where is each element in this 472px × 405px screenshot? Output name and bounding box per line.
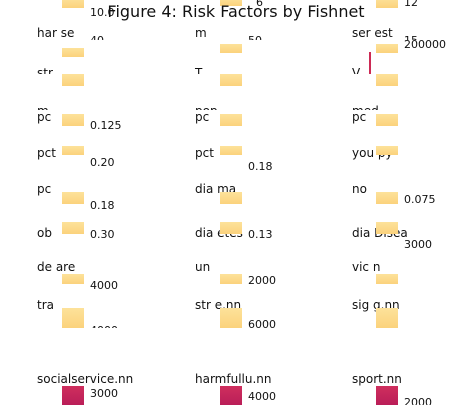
legend-colorbar <box>220 74 242 86</box>
facet-title-harmfullu-nn: harmfullu.nn <box>195 372 272 386</box>
facet-title-m: m <box>37 104 49 110</box>
facet-title-ser-est: ser est <box>352 26 393 40</box>
legend-tick-label: 0.13 <box>248 228 273 241</box>
legend-tick-label: 4000 <box>248 390 276 403</box>
facet-title-pop: pop <box>195 104 218 110</box>
legend-tick-label: 0.20 <box>90 156 115 169</box>
legend-tick-label: 4000 <box>90 324 118 328</box>
legend-colorbar <box>62 192 84 204</box>
legend-colorbar <box>376 44 398 53</box>
facet-title-sport-nn: sport.nn <box>352 372 402 386</box>
legend-tick-label: 3000 <box>404 238 432 251</box>
facet-title-v: V <box>352 66 361 74</box>
legend-highlight-mark <box>369 52 371 74</box>
legend-colorbar <box>376 74 398 86</box>
legend-tick-label: 0.18 <box>90 199 115 212</box>
facet-title-med: med <box>352 104 379 110</box>
legend-colorbar <box>62 114 84 126</box>
facet-title-m: m <box>195 26 207 40</box>
legend-colorbar <box>220 308 242 328</box>
facet-row: har se 10.0 40 m 6 50 ser est 12 15 <box>0 0 472 40</box>
legend-tick-label: 0.18 <box>248 160 273 173</box>
legend-tick-label: 3000 <box>90 387 118 400</box>
legend-tick-label: 0.30 <box>90 228 115 241</box>
legend-colorbar <box>62 48 84 57</box>
legend-tick-label: 2000 <box>248 274 276 287</box>
facet-title-socialservice-nn: socialservice.nn <box>37 372 134 386</box>
legend-tick-label: 4000 <box>90 279 118 290</box>
legend-colorbar <box>62 0 84 8</box>
legend-colorbar <box>62 386 84 405</box>
facet-title-t: T <box>195 66 203 74</box>
legend-colorbar <box>376 146 398 155</box>
facet-title-pc: pc <box>37 110 52 124</box>
facet-title-vic-n: vic n <box>352 260 381 274</box>
legend-colorbar <box>220 386 242 405</box>
facet-row: strT7000V200000 <box>0 40 472 74</box>
facet-title-tra: tra <box>37 298 54 312</box>
figure-title: Figure 4: Risk Factors by Fishnet <box>107 2 365 21</box>
facet-title-de-are: de are <box>37 260 76 274</box>
legend-colorbar <box>62 146 84 155</box>
legend-tick-label: 12 <box>404 0 418 9</box>
legend-colorbar <box>376 192 398 204</box>
legend-colorbar <box>62 222 84 234</box>
legend-colorbar <box>220 192 242 204</box>
legend-tick-label: 6000 <box>248 318 276 328</box>
legend-tick-label: 2000 <box>404 396 432 405</box>
legend-tick-label: 10.0 <box>90 6 115 19</box>
legend-colorbar <box>62 74 84 86</box>
legend-colorbar <box>376 0 398 8</box>
facet-title-pc: pc <box>352 110 367 124</box>
legend-tick-label: 200000 <box>404 40 446 51</box>
facet-title-pct: pct <box>195 146 214 160</box>
legend-colorbar <box>220 222 242 234</box>
legend-tick-label: 6 <box>256 0 263 9</box>
facet-title-no: no <box>352 182 367 196</box>
legend-colorbar <box>376 114 398 126</box>
legend-colorbar <box>376 222 398 234</box>
legend-colorbar <box>220 0 242 6</box>
legend-tick-label: 15 <box>404 34 418 40</box>
legend-colorbar <box>220 114 242 126</box>
facet-row: socialservice.nn 3000 harmfullu.nn 4000 spor… <box>0 328 472 405</box>
legend-colorbar <box>220 146 242 155</box>
legend-colorbar <box>220 44 242 53</box>
facet-title-ob: ob <box>37 226 52 240</box>
facet-row: pct 0.20 pct 0.18 you py <box>0 146 472 182</box>
facet-row: de are 4000 un 2000 vic n <box>0 254 472 290</box>
facet-title-har-se: har se <box>37 26 75 40</box>
legend-tick-label: 50 <box>248 34 262 40</box>
legend-tick-label: 40 <box>90 34 104 40</box>
facet-title-pct: pct <box>37 146 56 160</box>
facet-row: pc 0.18 dia ma no 0.075 <box>0 182 472 218</box>
legend-tick-label: 0.075 <box>404 193 436 206</box>
facet-row: m pop med <box>0 74 472 110</box>
facet-title-un: un <box>195 260 211 274</box>
legend-colorbar <box>62 308 84 328</box>
facet-title-pc: pc <box>195 110 210 124</box>
facet-title-pc: pc <box>37 182 52 196</box>
legend-tick-label: 0.125 <box>90 119 122 132</box>
legend-colorbar <box>220 274 242 284</box>
legend-colorbar <box>376 308 398 328</box>
legend-colorbar <box>376 274 398 284</box>
facet-row: pc 0.125 pc pc <box>0 110 472 146</box>
legend-colorbar <box>62 274 84 284</box>
facet-title-str: str <box>37 66 53 74</box>
legend-colorbar <box>376 386 398 405</box>
